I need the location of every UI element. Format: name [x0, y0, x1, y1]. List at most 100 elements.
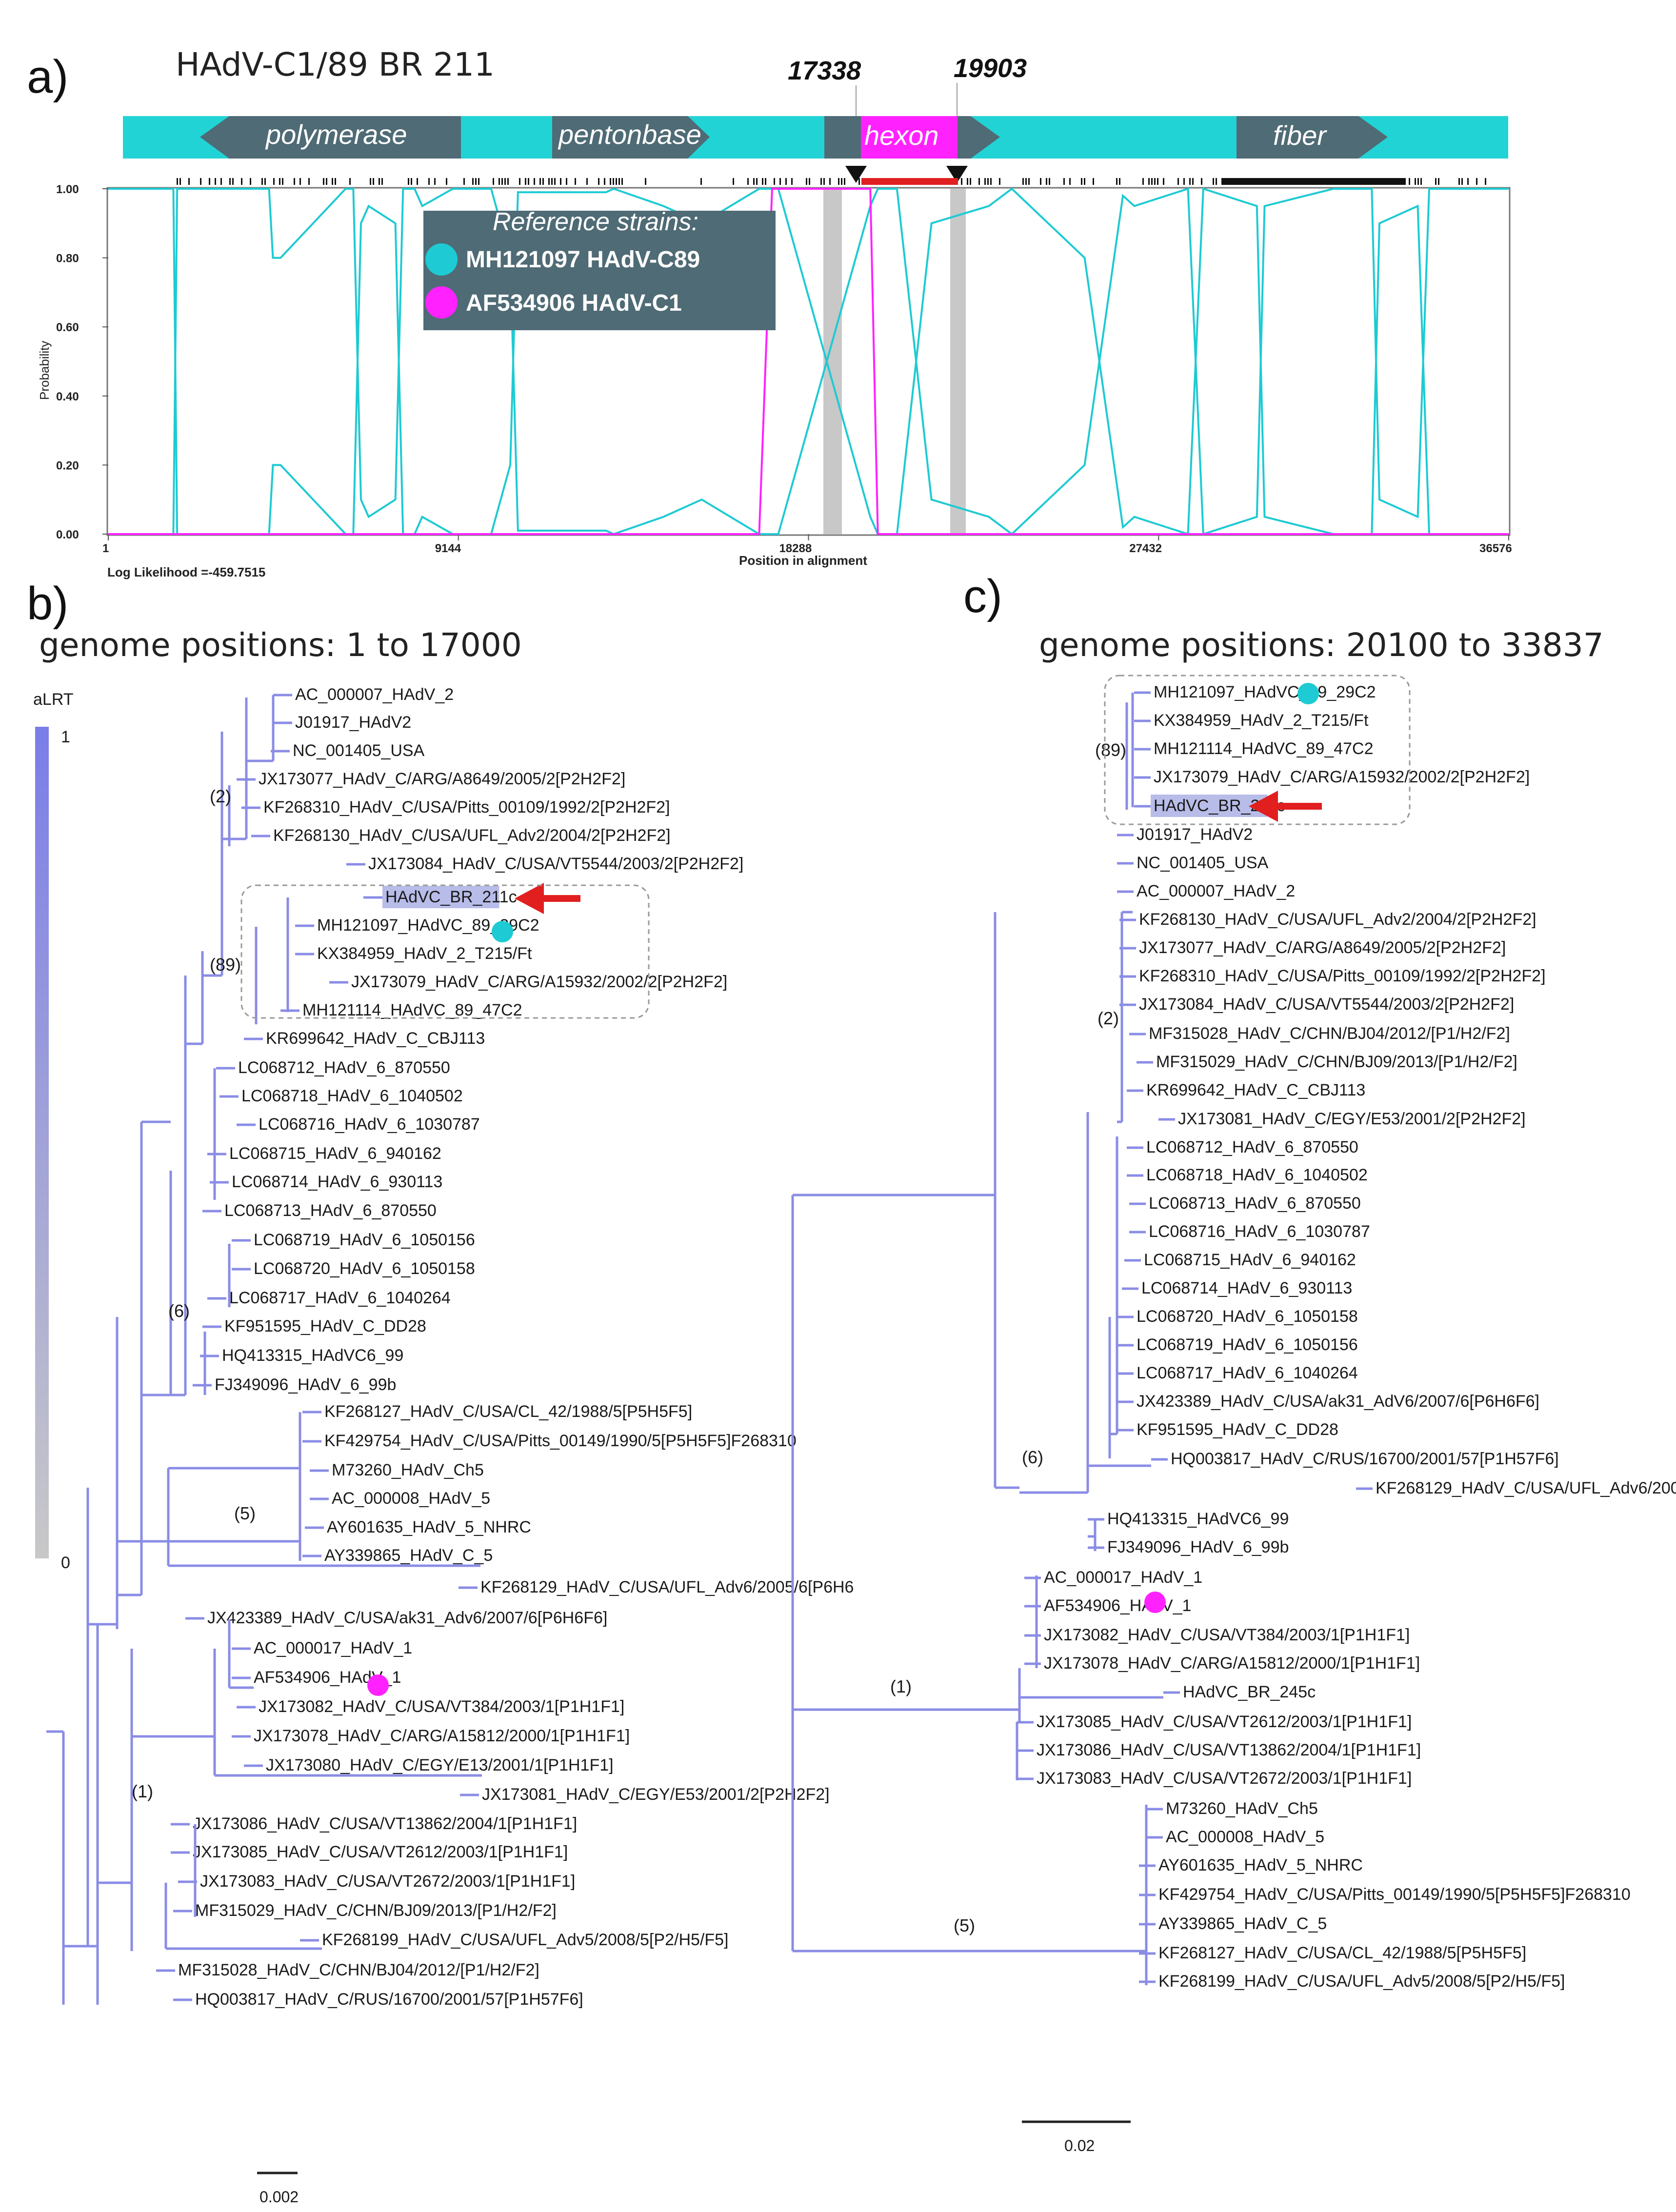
site-tick [920, 178, 923, 185]
tree-leaf: LC068713_HAdV_6_870550 [224, 1201, 437, 1220]
site-tick [229, 178, 231, 185]
y-tick-label: 0.60 [56, 321, 79, 334]
site-tick [1289, 178, 1292, 185]
site-tick [829, 178, 831, 185]
tree-leaf: KF268127_HAdV_C/USA/CL_42/1988/5[P5H5F5] [1158, 1944, 1526, 1962]
site-tick [1148, 178, 1150, 185]
site-tick [1309, 178, 1312, 185]
site-tick [926, 178, 929, 185]
site-tick [613, 178, 614, 185]
site-tick [1221, 178, 1224, 185]
tree-leaf: JX173086_HAdV_C/USA/VT13862/2004/1[P1H1F… [1037, 1741, 1421, 1759]
site-tick [548, 178, 550, 185]
gene-pentonbase-label: pentonbase [558, 119, 701, 150]
site-tick [1315, 178, 1318, 185]
site-tick [1391, 178, 1394, 185]
tree-leaf: JX173078_HAdV_C/ARG/A15812/2000/1[P1H1F1… [254, 1727, 630, 1745]
site-tick [209, 178, 210, 185]
tree-leaf: JX173081_HAdV_C/EGY/E53/2001/2[P2H2F2] [482, 1785, 830, 1804]
site-tick [765, 178, 766, 185]
site-tick [1216, 178, 1217, 185]
tree-leaf: KF951595_HAdV_C_DD28 [1137, 1420, 1338, 1439]
c1-marker-c [1144, 1592, 1166, 1613]
tree-leaf: NC_001405_USA [1137, 854, 1269, 872]
panel-b: b) genome positions: 1 to 17000 aLRT 1 0… [27, 578, 854, 2206]
site-tick [943, 178, 946, 185]
site-tick [791, 178, 793, 185]
gene-fiber-label: fiber [1273, 120, 1327, 151]
site-tick [1321, 178, 1324, 185]
site-tick [820, 178, 822, 185]
site-tick [1268, 178, 1271, 185]
legend-c89-label: MH121097 HAdV-C89 [466, 247, 700, 273]
gene-fiber-arrow [1237, 116, 1388, 159]
site-tick [335, 178, 336, 185]
alrt-colorbar [35, 727, 49, 1558]
clade-label: (6) [1022, 1447, 1043, 1467]
site-tick [434, 178, 436, 185]
site-tick [463, 178, 465, 185]
site-tick [911, 178, 914, 185]
site-tick [1467, 178, 1469, 185]
site-tick [1116, 178, 1117, 185]
site-tick [542, 178, 544, 185]
site-tick [940, 178, 943, 185]
panel-c: c) genome positions: 20100 to 33837 MH12… [791, 570, 1676, 2154]
site-tick [929, 178, 932, 185]
tree-leaf: AC_000007_HAdV_2 [1137, 882, 1295, 900]
breakpoint-2-marker [946, 166, 968, 183]
c89-marker-b [492, 921, 513, 942]
red-arrow-head [1249, 791, 1278, 822]
tree-leaf: JX173082_HAdV_C/USA/VT384/2003/1[P1H1F1] [259, 1697, 624, 1716]
tree-leaf: HQ003817_HAdV_C/RUS/16700/2001/57[P1H57F… [1171, 1450, 1559, 1468]
site-tick [1022, 178, 1024, 185]
tree-leaf: LC068715_HAdV_6_940162 [1144, 1251, 1356, 1269]
tree-leaf: AC_000017_HAdV_1 [254, 1639, 412, 1657]
site-tick [938, 178, 940, 185]
site-tick [499, 178, 500, 185]
x-tick-label: 18288 [779, 542, 812, 555]
site-tick [428, 178, 430, 185]
br211-group-box [240, 884, 650, 1019]
site-tick [1063, 178, 1065, 185]
clade-label: (1) [890, 1676, 912, 1696]
tree-leaf: LC068718_HAdV_6_1040502 [1146, 1166, 1368, 1184]
site-tick [762, 178, 763, 185]
tree-leaf: LC068714_HAdV_6_930113 [232, 1173, 442, 1191]
site-tick [299, 178, 301, 185]
tree-leaf: MH121114_HAdVC_89_47C2 [1154, 739, 1373, 758]
site-tick [908, 178, 911, 185]
alrt-min: 0 [61, 1554, 70, 1572]
site-tick [1233, 178, 1236, 185]
site-tick [381, 178, 383, 185]
tree-leaf: KF268310_HAdV_C/USA/Pitts_00109/1992/2[P… [263, 798, 670, 817]
gene-polymerase-label: polymerase [265, 119, 407, 150]
site-tick [876, 178, 879, 185]
site-tick [867, 178, 870, 185]
tree-leaf: JX173081_HAdV_C/EGY/E53/2001/2[P2H2F2] [1178, 1110, 1526, 1128]
site-tick [1230, 178, 1233, 185]
tree-leaf: LC068720_HAdV_6_1050158 [254, 1259, 475, 1278]
site-tick [177, 178, 178, 185]
site-tick [586, 178, 588, 185]
clade-label: (89) [1095, 740, 1126, 760]
site-tick [1344, 178, 1347, 185]
site-tick [1257, 178, 1259, 185]
site-tick [308, 178, 310, 185]
site-tick [747, 178, 749, 185]
site-tick [1154, 178, 1156, 185]
tree-leaf: HQ413315_HAdVC6_99 [1107, 1510, 1289, 1528]
tree-c: MH121097_HAdVC_89_29C2 KX384959_HAdV_2_T2… [791, 683, 1676, 1991]
probability-series [108, 187, 1509, 536]
y-axis-ticks: 1.00 0.80 0.60 0.40 0.20 0.00 [56, 183, 108, 541]
site-tick [188, 178, 190, 185]
site-tick [332, 178, 333, 185]
gene-polymerase-arrow [200, 116, 461, 159]
tree-leaf: LC068714_HAdV_6_930113 [1141, 1279, 1352, 1297]
red-arrow-head [515, 883, 544, 914]
site-tick [823, 178, 825, 185]
site-tick [1046, 178, 1047, 185]
site-tick [534, 178, 535, 185]
informative-sites [177, 178, 1486, 185]
